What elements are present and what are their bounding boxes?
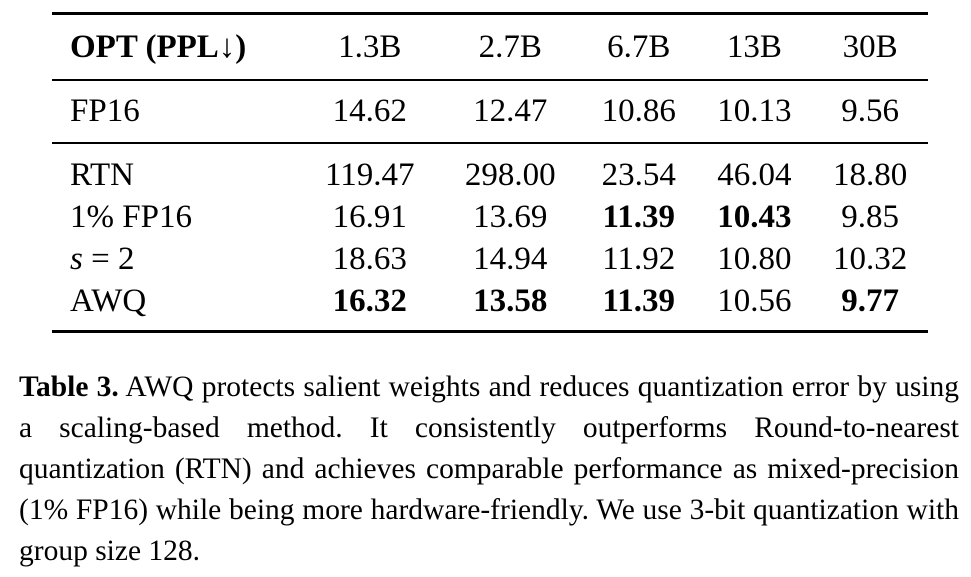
table-cell: 14.62 [300,80,440,144]
table-cell: 10.56 [696,280,813,333]
row-label: FP16 [52,80,300,144]
results-table-container: OPT (PPL↓) 1.3B 2.7B 6.7B 13B 30B FP16 1… [52,12,928,333]
table-cell: 11.39 [602,198,675,235]
table-cell: 16.91 [332,198,407,235]
table-cell: 9.56 [812,80,928,144]
table-cell: 10.32 [833,240,908,277]
table-cell: 23.54 [601,156,676,193]
row-label: RTN [70,156,135,193]
table-cell: 11.39 [580,280,697,333]
table-cell: 11.92 [602,240,676,277]
row-label-rest: = 2 [82,240,135,277]
header-col-6.7b: 6.7B [580,12,697,81]
table-cell: 9.85 [841,198,899,235]
header-col-2.7b: 2.7B [439,12,581,81]
table-cell: 119.47 [324,156,415,193]
table-cell: 12.47 [439,80,581,144]
header-col-13b: 13B [696,12,813,81]
results-table: OPT (PPL↓) 1.3B 2.7B 6.7B 13B 30B FP16 1… [52,12,928,333]
row-label: s = 2 [52,238,300,280]
table-cell: 10.13 [696,80,813,144]
table-cell: 46.04 [717,156,792,193]
table-row-1pct-fp16: 1% FP16 16.91 13.69 11.39 10.43 9.85 [52,196,928,238]
table-cell: 18.80 [833,156,908,193]
caption-label: Table 3. [19,371,119,403]
table-caption: Table 3. AWQ protects salient weights an… [19,367,959,572]
math-variable-s: s [70,240,83,277]
row-label: 1% FP16 [70,198,192,235]
table-header-row: OPT (PPL↓) 1.3B 2.7B 6.7B 13B 30B [52,12,928,81]
table-cell: 13.69 [473,198,548,235]
table-row-fp16: FP16 14.62 12.47 10.86 10.13 9.56 [52,80,928,144]
table-cell: 14.94 [473,240,548,277]
table-cell: 10.86 [580,80,697,144]
table-cell: 16.32 [300,280,440,333]
header-col-1.3b: 1.3B [300,12,440,81]
table-row-awq: AWQ 16.32 13.58 11.39 10.56 9.77 [52,280,928,333]
table-row-s-equals-2: s = 2 18.63 14.94 11.92 10.80 10.32 [52,238,928,280]
table-cell: 9.77 [812,280,928,333]
row-label: AWQ [52,280,300,333]
table-row-rtn: RTN 119.47 298.00 23.54 46.04 18.80 [52,143,928,196]
table-cell: 18.63 [332,240,407,277]
table-cell: 13.58 [439,280,581,333]
header-col-30b: 30B [812,12,928,81]
header-model-label: OPT (PPL↓) [52,12,300,81]
table-cell: 10.80 [717,240,792,277]
caption-text: AWQ protects salient weights and reduces… [19,371,959,567]
table-cell: 298.00 [464,156,556,193]
table-cell: 10.43 [717,198,792,235]
